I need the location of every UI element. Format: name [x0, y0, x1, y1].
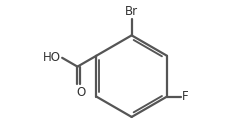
Text: HO: HO: [43, 51, 61, 64]
Text: O: O: [76, 86, 85, 99]
Text: Br: Br: [125, 5, 138, 18]
Text: F: F: [181, 90, 188, 103]
